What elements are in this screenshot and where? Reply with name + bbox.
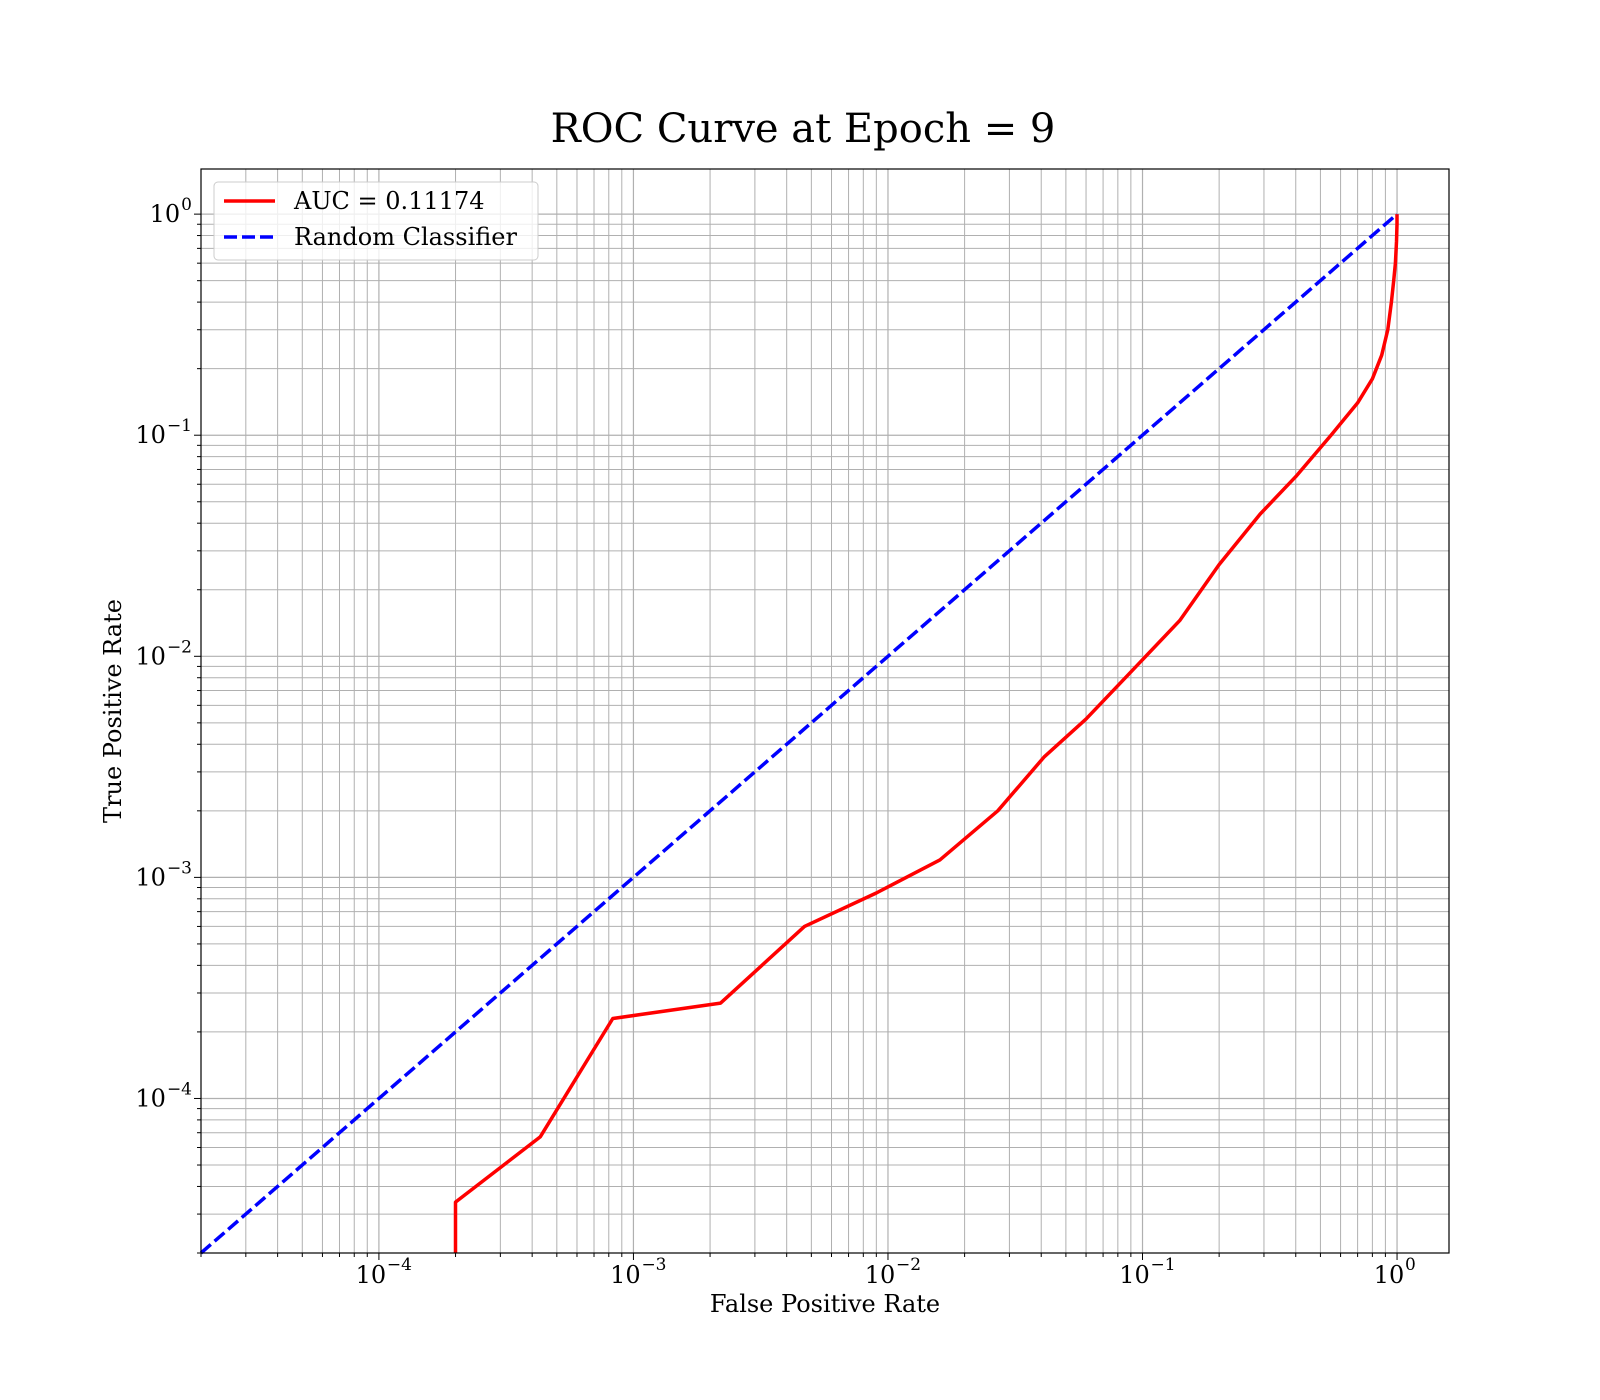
random-classifier-line (199, 212, 1399, 1255)
roc-curve-line (453, 214, 1399, 1253)
y-tick-label: 10 (135, 421, 166, 449)
legend-label-random-classifier: Random Classifier (294, 223, 517, 251)
x-tick-label: 10 (356, 1261, 387, 1289)
plot-frame (200, 168, 1450, 1254)
legend-frame (213, 181, 539, 261)
series-lines (199, 212, 1399, 1255)
grid (200, 169, 1449, 1254)
y-tick-label: 10 (135, 1084, 166, 1112)
y-tick-label: 10 (150, 200, 181, 228)
x-axis-ticks: 10 −4 10 −3 10 −2 10 −1 10 0 (200, 1253, 1416, 1289)
y-axis-label: True Positive Rate (99, 599, 127, 823)
x-tick-exponent: −1 (1151, 1255, 1176, 1275)
chart-title: ROC Curve at Epoch = 9 (551, 106, 1056, 152)
legend-label-auc: AUC = 0.11174 (293, 187, 485, 215)
x-tick-label: 10 (610, 1261, 641, 1289)
y-tick-exponent: 0 (181, 195, 192, 215)
y-tick-exponent: −1 (167, 416, 192, 436)
y-tick-exponent: −3 (167, 858, 192, 878)
x-tick-exponent: −2 (896, 1255, 921, 1275)
y-tick-label: 10 (135, 863, 166, 891)
x-tick-label: 10 (865, 1261, 896, 1289)
y-tick-exponent: −2 (167, 637, 192, 657)
x-tick-label: 10 (1119, 1261, 1150, 1289)
y-tick-label: 10 (135, 642, 166, 670)
x-tick-exponent: 0 (1405, 1255, 1416, 1275)
x-axis-label: False Positive Rate (710, 1290, 940, 1318)
x-tick-exponent: −3 (641, 1255, 666, 1275)
legend: AUC = 0.11174 Random Classifier (213, 181, 539, 261)
x-tick-label: 10 (1374, 1261, 1405, 1289)
x-tick-exponent: −4 (387, 1255, 412, 1275)
y-tick-exponent: −4 (167, 1079, 192, 1099)
